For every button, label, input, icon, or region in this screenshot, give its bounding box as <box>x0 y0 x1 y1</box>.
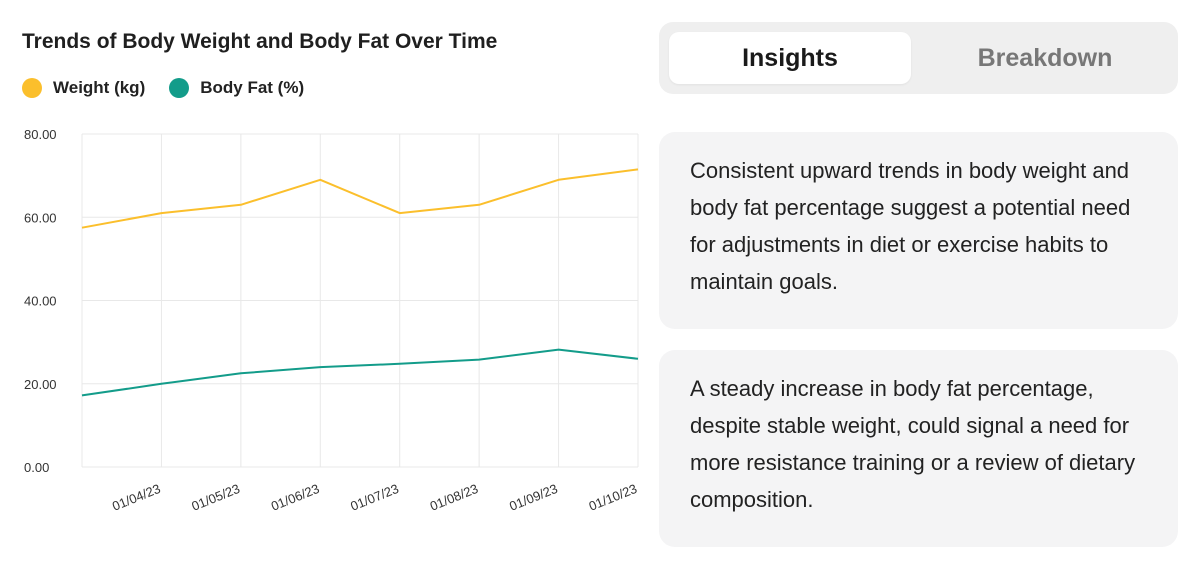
tab-insights[interactable]: Insights <box>669 32 911 84</box>
x-tick-label: 01/09/23 <box>507 481 560 514</box>
chart-panel: 0.00 20.00 40.00 60.00 80.00 01/04/23 01/05/23… <box>22 30 640 514</box>
x-tick-label: 01/05/23 <box>189 481 242 514</box>
x-tick-label: 01/04/23 <box>110 481 163 514</box>
insight-text: Consistent upward trends in body weight … <box>690 158 1131 294</box>
y-tick-label: 80.00 <box>24 127 57 142</box>
x-tick-label: 01/10/23 <box>587 481 640 514</box>
series-line-weight <box>81 168 639 229</box>
series-line-body-fat <box>81 348 639 397</box>
chart-legend: Weight (kg) Body Fat (%) <box>22 78 328 98</box>
y-tick-label: 40.00 <box>24 294 57 309</box>
legend-label-weight: Weight (kg) <box>53 78 146 97</box>
x-tick-label: 01/08/23 <box>428 481 481 514</box>
legend-item-body-fat[interactable]: Body Fat (%) <box>169 78 304 98</box>
view-tabs: Insights Breakdown <box>659 22 1178 94</box>
insight-text: A steady increase in body fat percentage… <box>690 376 1136 512</box>
y-tick-label: 0.00 <box>24 460 49 475</box>
legend-marker-body-fat <box>169 78 190 98</box>
y-tick-label: 60.00 <box>24 210 57 225</box>
tab-breakdown[interactable]: Breakdown <box>977 43 1113 72</box>
legend-marker-weight <box>22 78 42 98</box>
insight-card: Consistent upward trends in body weight … <box>659 132 1178 329</box>
y-tick-label: 20.00 <box>24 377 57 392</box>
legend-label-body-fat: Body Fat (%) <box>200 78 305 97</box>
line-chart: 0.00 20.00 40.00 60.00 80.00 01/04/23 01/05/23… <box>24 127 640 514</box>
insight-card: A steady increase in body fat percentage… <box>659 350 1178 547</box>
legend-item-weight[interactable]: Weight (kg) <box>22 78 145 98</box>
chart-title: Trends of Body Weight and Body Fat Over … <box>22 30 498 53</box>
x-tick-label: 01/07/23 <box>348 481 401 514</box>
x-tick-label: 01/06/23 <box>269 481 322 514</box>
